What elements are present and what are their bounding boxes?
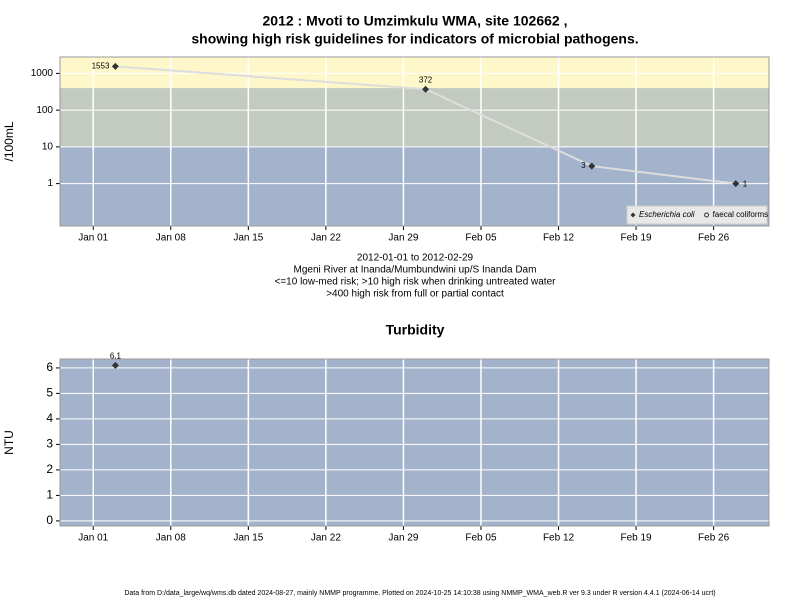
data-label: 372: [419, 75, 433, 84]
data-point: [732, 180, 740, 188]
data-label: 3: [581, 161, 586, 170]
y-tick-label: 0: [46, 513, 53, 527]
chart-title: 2012 : Mvoti to Umzimkulu WMA, site 1026…: [263, 13, 568, 29]
x-tick-label: Feb 12: [543, 533, 575, 544]
plot-frame: [59, 56, 770, 227]
x-tick-label: Jan 29: [388, 233, 418, 244]
x-tick-label: Jan 08: [156, 533, 186, 544]
data-point: [422, 85, 430, 93]
note: <=10 low-med risk; >10 high risk when dr…: [275, 277, 557, 288]
note: >400 high risk from full or partial cont…: [326, 289, 504, 300]
x-tick-label: Feb 12: [543, 233, 575, 244]
x-tick-label: Jan 08: [156, 233, 186, 244]
plot-frame: [59, 358, 770, 527]
y-tick-label: 6: [46, 360, 53, 374]
x-tick-label: Jan 22: [311, 533, 341, 544]
risk-band: [60, 88, 769, 147]
x-tick-label: Jan 22: [311, 233, 341, 244]
legend-marker: [704, 212, 710, 218]
data-point: [588, 162, 596, 170]
x-tick-label: Jan 01: [78, 533, 108, 544]
plot-background: [60, 359, 769, 526]
data-point: [111, 361, 119, 369]
y-tick-label: 1: [47, 178, 53, 189]
data-label: 1: [743, 180, 748, 189]
chart-title: Turbidity: [386, 322, 445, 338]
legend-label: faecal coliforms: [713, 210, 769, 219]
risk-band: [60, 57, 769, 89]
y-tick-label: 1000: [31, 68, 54, 79]
legend-box: [626, 205, 768, 225]
chart-title: showing high risk guidelines for indicat…: [191, 31, 638, 47]
x-tick-label: Jan 29: [388, 533, 418, 544]
y-axis-label: /100mL: [2, 121, 16, 161]
data-label: 6.1: [110, 351, 122, 360]
note: Mgeni River at Inanda/Mumbundwini up/S I…: [294, 265, 537, 276]
x-tick-label: Feb 05: [465, 533, 497, 544]
x-tick-label: Feb 19: [620, 233, 652, 244]
legend-marker: [630, 212, 636, 218]
y-axis-label: NTU: [2, 430, 16, 455]
y-tick-label: 100: [36, 105, 53, 116]
footer: Data from D:/data_large/wq/wms.db dated …: [124, 590, 715, 597]
series-line: [115, 65, 736, 185]
y-tick-label: 2: [46, 462, 53, 476]
note: 2012-01-01 to 2012-02-29: [357, 253, 474, 264]
y-tick-label: 10: [42, 142, 54, 153]
y-tick-label: 3: [46, 437, 53, 451]
y-tick-label: 5: [46, 386, 53, 400]
x-tick-label: Feb 19: [620, 533, 652, 544]
data-label: 1553: [92, 62, 110, 71]
x-tick-label: Feb 26: [698, 533, 730, 544]
x-tick-label: Feb 05: [465, 233, 497, 244]
y-tick-label: 4: [46, 411, 53, 425]
data-point: [111, 62, 119, 70]
x-tick-label: Jan 01: [78, 233, 108, 244]
x-tick-label: Feb 26: [698, 233, 730, 244]
y-tick-label: 1: [46, 488, 53, 502]
x-tick-label: Jan 15: [233, 533, 263, 544]
x-tick-label: Jan 15: [233, 233, 263, 244]
legend-label: Escherichia coli: [639, 210, 695, 219]
